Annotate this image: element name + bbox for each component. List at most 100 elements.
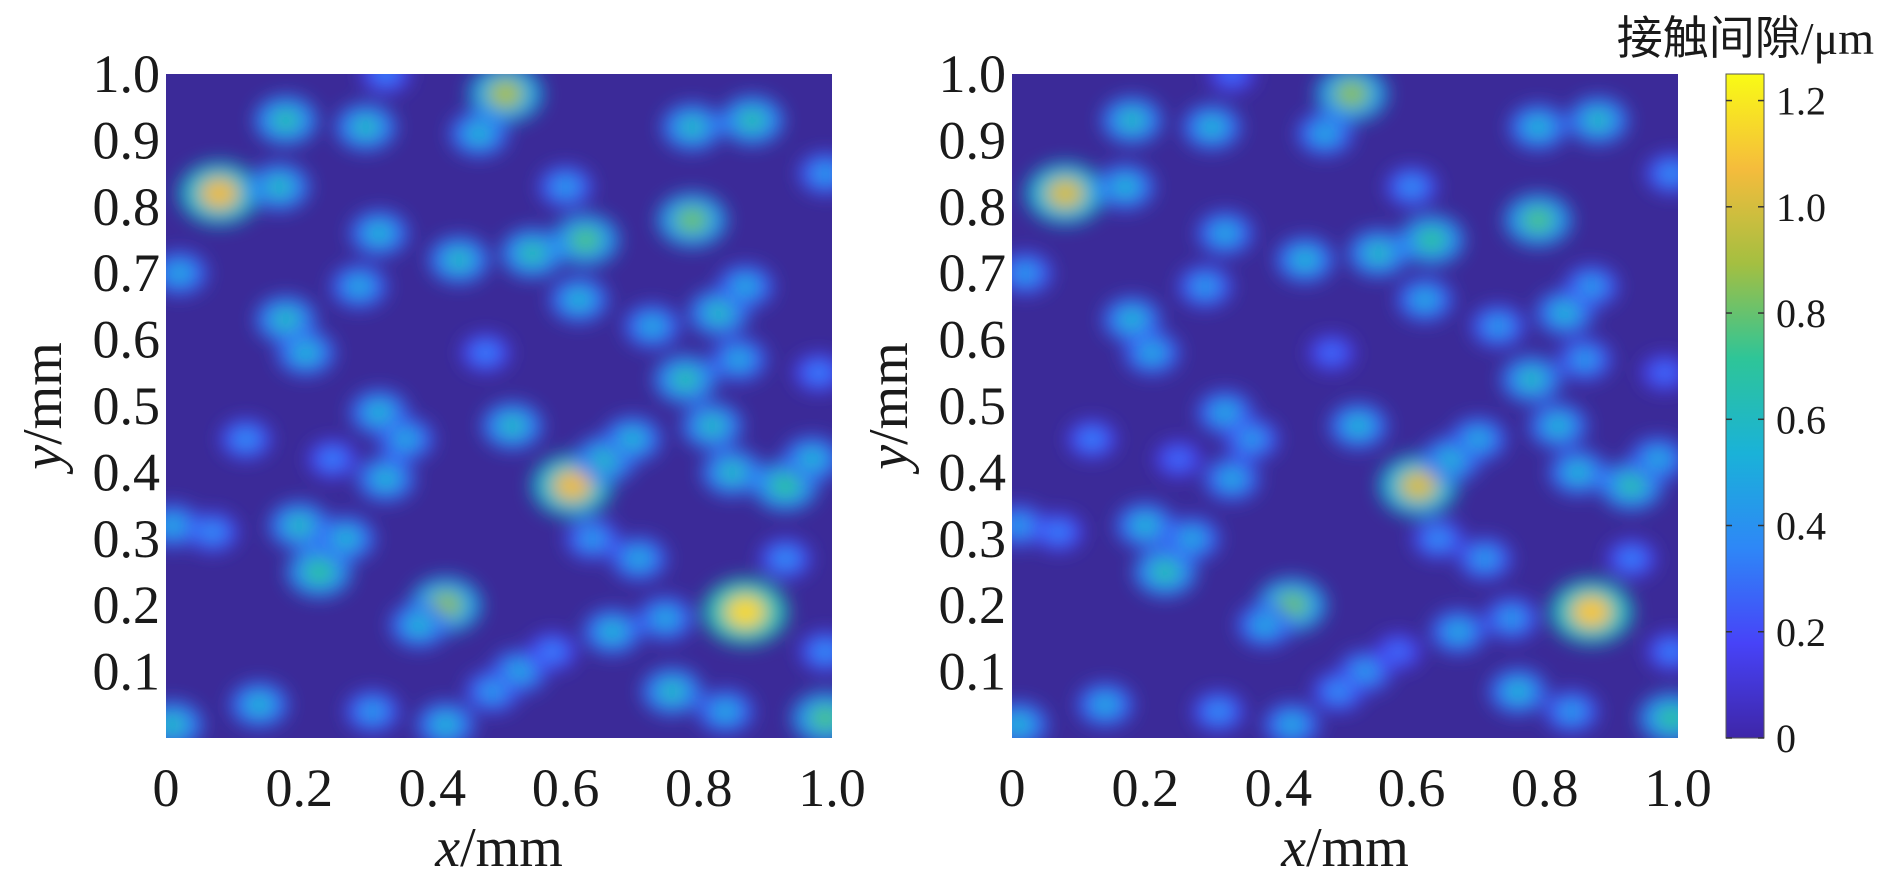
heatmap-spot: [359, 701, 386, 722]
y-tick-label: 0.2: [939, 575, 1007, 635]
heatmap-spot: [1012, 262, 1038, 284]
heatmap-spot: [292, 341, 320, 365]
heatmap-spot: [1344, 414, 1373, 438]
heatmap-spot: [1517, 367, 1546, 392]
heatmap-spot: [1571, 595, 1612, 629]
heatmap-spot: [1616, 473, 1647, 498]
heatmap-spot: [1364, 241, 1393, 265]
heatmap-spot: [1399, 176, 1424, 197]
heatmap-spot: [1498, 608, 1525, 629]
heatmap-spot: [598, 620, 626, 644]
y-tick-label: 0.4: [93, 442, 161, 502]
x-tick-label: 0.4: [1245, 758, 1313, 818]
y-tick-label: 0.3: [93, 509, 161, 569]
heatmap-spot: [405, 613, 433, 637]
heatmap-spot: [1659, 163, 1678, 184]
heatmap-spot: [1046, 178, 1084, 209]
heatmap-panel-1: 0 0.2 0.4 0.6 0.8 1.00.10.20.30.40.50.60.70.8…: [12, 44, 866, 879]
y-tick-label: 0.3: [939, 509, 1007, 569]
heatmap-spot: [807, 363, 831, 383]
heatmap-spot: [166, 514, 186, 537]
y-tick-label: 0.7: [939, 243, 1007, 303]
heatmap-spot: [769, 473, 801, 499]
heatmap-spot: [1544, 414, 1572, 438]
heatmap-spot: [1465, 428, 1492, 451]
heatmap-spot: [392, 428, 419, 451]
x-axis-label: x/mm: [1280, 817, 1409, 879]
heatmap-spot: [1352, 661, 1378, 682]
heatmap-spot: [725, 595, 766, 629]
heatmap-spot: [638, 315, 666, 338]
colorbar-tick-label: 0.8: [1776, 291, 1826, 336]
y-tick-label: 1.0: [939, 44, 1007, 104]
y-tick-label: 0.9: [93, 110, 161, 170]
heatmap-panel-2: 0 0.2 0.4 0.6 0.8 1.00.10.20.30.40.50.60.70.8…: [858, 44, 1712, 879]
heatmap-spot: [303, 559, 335, 585]
heatmap-spot: [200, 522, 225, 543]
heatmap-spot: [1118, 308, 1146, 331]
heatmap-spot: [1387, 642, 1410, 661]
heatmap-spot: [1150, 559, 1181, 585]
heatmap-spot: [1334, 79, 1369, 108]
heatmap-spot: [704, 301, 734, 325]
heatmap-spot: [332, 527, 360, 551]
colorbar-tick-label: 1.0: [1776, 185, 1826, 230]
heatmap-spot: [1167, 450, 1190, 469]
heatmap-spot: [1320, 343, 1343, 362]
heatmap-spot: [553, 469, 592, 502]
heatmap-spot: [365, 401, 393, 424]
y-tick-label: 0.1: [939, 642, 1007, 702]
heatmap-spot: [1311, 122, 1339, 145]
y-tick-label: 0.5: [939, 376, 1007, 436]
heatmap-spot: [264, 175, 294, 199]
heatmap-spot: [1012, 515, 1032, 536]
heatmap-spot: [233, 429, 259, 450]
heatmap-spot: [498, 414, 527, 438]
heatmap-spot: [345, 275, 373, 298]
heatmap-spot: [540, 642, 564, 662]
y-tick-label: 0.8: [939, 177, 1007, 237]
heatmap-spot: [505, 660, 533, 683]
heatmap-spot: [479, 681, 505, 702]
heatmap-spot: [1572, 349, 1598, 370]
heatmap-spot: [773, 548, 798, 569]
heatmap-spot: [351, 115, 381, 139]
heatmap-spot: [1472, 548, 1498, 570]
heatmap-spot: [200, 177, 239, 210]
colorbar-title: 接触间隙/μm: [1617, 13, 1874, 64]
heatmap-spot: [365, 222, 393, 245]
heatmap-spot: [166, 713, 187, 737]
heatmap-spot: [1131, 514, 1159, 537]
heatmap-spot: [245, 693, 273, 717]
heatmap-spot: [1583, 108, 1613, 133]
heatmap-spot: [1012, 713, 1033, 736]
heatmap-spot: [1211, 401, 1239, 424]
heatmap-spot: [1326, 681, 1351, 702]
heatmap-spot: [725, 348, 752, 371]
colorbar-tick-label: 1.2: [1776, 79, 1826, 124]
heatmap-spot: [1426, 528, 1451, 549]
y-tick-label: 0.6: [93, 310, 161, 370]
x-tick-label: 0.2: [1111, 758, 1179, 818]
heatmap-spot: [1399, 470, 1437, 501]
heatmap-spot: [712, 700, 739, 723]
heatmap-spot: [1206, 701, 1231, 722]
y-tick-label: 0.5: [93, 376, 161, 436]
heatmap-spot: [717, 460, 747, 485]
y-axis-label: y/mm: [12, 342, 74, 475]
x-tick-label: 0.8: [665, 758, 733, 818]
colorbar: 0 0.2 0.4 0.6 0.8 1.0 1.2 接触间隙/μm: [1617, 13, 1874, 761]
colorbar-tick-label: 0.6: [1776, 397, 1826, 442]
heatmap-spot: [1218, 468, 1245, 490]
heatmap-spot: [1278, 713, 1305, 736]
heatmap-spot: [1485, 315, 1511, 337]
heatmap-spot: [271, 307, 301, 332]
heatmap-spot: [1445, 620, 1472, 643]
heatmap-spot: [431, 713, 460, 736]
heatmap-spot: [677, 115, 707, 139]
heatmap-spot: [320, 449, 345, 469]
x-tick-label: 0.2: [265, 758, 333, 818]
heatmap-spot: [1117, 108, 1147, 133]
